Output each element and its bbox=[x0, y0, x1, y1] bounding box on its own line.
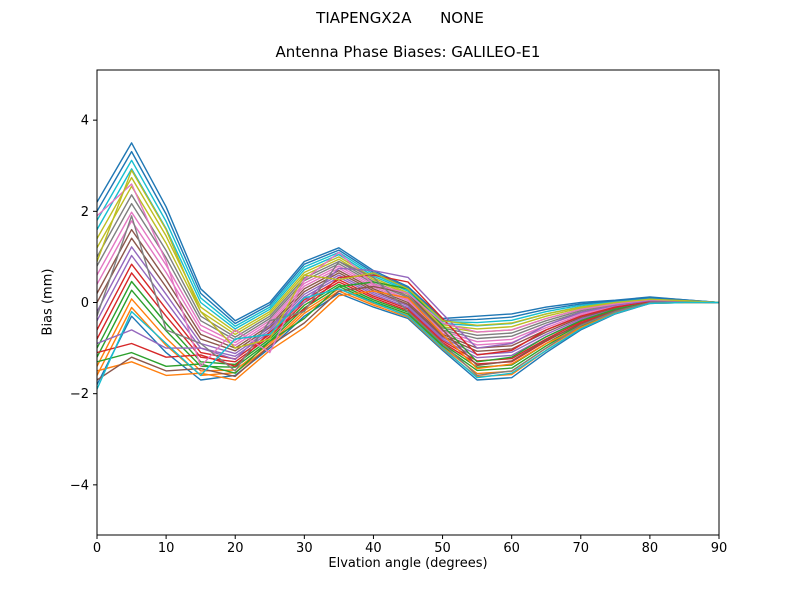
x-tick-label: 90 bbox=[711, 541, 728, 556]
x-tick-label: 80 bbox=[642, 541, 659, 556]
x-tick-label: 40 bbox=[365, 541, 382, 556]
series-line bbox=[97, 267, 719, 361]
series-line bbox=[97, 220, 719, 347]
series-line bbox=[97, 215, 719, 377]
figure-suptitle: TIAPENGX2A NONE bbox=[316, 9, 484, 27]
x-axis-label: Elvation angle (degrees) bbox=[328, 556, 488, 571]
series-line bbox=[97, 288, 719, 390]
y-tick-label: −4 bbox=[70, 478, 89, 493]
x-tick-label: 20 bbox=[227, 541, 244, 556]
series-line bbox=[97, 183, 719, 367]
x-tick-label: 60 bbox=[503, 541, 520, 556]
series-line bbox=[97, 169, 719, 349]
x-tick-label: 0 bbox=[93, 541, 101, 556]
series-line bbox=[97, 237, 719, 352]
y-tick-label: −2 bbox=[70, 387, 89, 402]
series-line bbox=[97, 202, 719, 341]
y-tick-label: 4 bbox=[81, 114, 89, 129]
chart-title: Antenna Phase Biases: GALILEO-E1 bbox=[275, 43, 541, 61]
x-tick-label: 10 bbox=[158, 541, 175, 556]
y-tick-label: 2 bbox=[81, 205, 89, 220]
y-tick-label: 0 bbox=[81, 296, 89, 311]
x-tick-label: 50 bbox=[434, 541, 451, 556]
x-tick-label: 70 bbox=[573, 541, 590, 556]
x-tick-label: 30 bbox=[296, 541, 313, 556]
series-line bbox=[97, 274, 719, 367]
series-line bbox=[97, 290, 719, 381]
series-line bbox=[97, 150, 719, 325]
